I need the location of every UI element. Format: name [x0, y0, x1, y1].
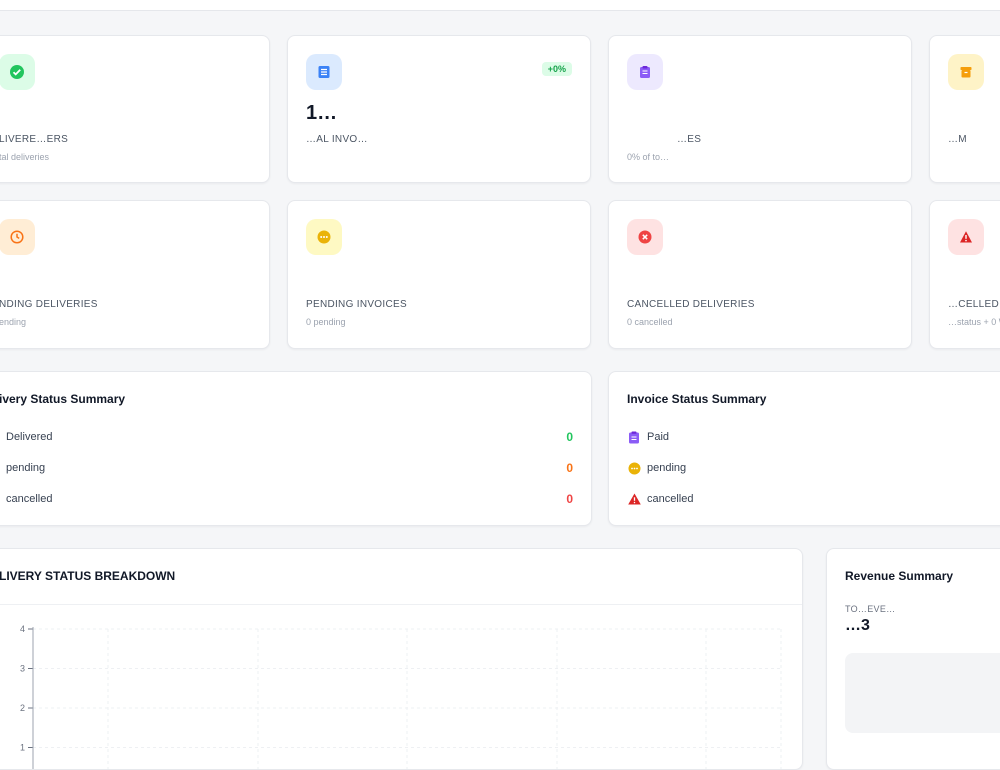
icon-wrap — [306, 219, 342, 255]
stat-sub: tal deliveries — [0, 152, 50, 162]
summary-row-cancelled: cancelled — [627, 489, 1000, 509]
icon-wrap — [948, 54, 984, 90]
stat-value: 1… — [306, 102, 338, 124]
clipboard-icon — [627, 430, 641, 444]
divider — [0, 604, 802, 605]
row-count: 0 — [566, 430, 573, 444]
check-icon — [10, 65, 24, 79]
row-count: 0 — [566, 492, 573, 506]
stat-card-pending-invoices[interactable]: PENDING INVOICES 0 pending — [287, 200, 591, 349]
y-tick-label: 3 — [20, 664, 25, 674]
row-count: 0 — [566, 461, 573, 475]
summary-row-pending: pending — [627, 458, 1000, 478]
stat-sub: 0 cancelled — [627, 317, 673, 327]
y-tick-label: 4 — [20, 624, 25, 634]
chart-grid — [32, 628, 782, 769]
stat-card-delivered[interactable]: LIVERE…ERS tal deliveries — [0, 35, 270, 183]
revenue-detail-panel — [845, 653, 1000, 733]
delivery-status-summary: ivery Status Summary Delivered 0 pending… — [0, 371, 592, 526]
revenue-title: Revenue Summary — [845, 569, 954, 583]
total-revenue-value: …3 — [845, 617, 870, 634]
stat-card-cancelled-deliveries[interactable]: CANCELLED DELIVERIES 0 cancelled — [608, 200, 912, 349]
x-circle-icon — [638, 230, 652, 244]
delivery-status-breakdown-card: LIVERY STATUS BREAKDOWN 4 3 2 1 — [0, 548, 803, 770]
row-label: pending — [6, 462, 46, 474]
dots-icon — [627, 461, 641, 475]
stat-label: …AL INVO… — [306, 134, 368, 145]
growth-badge: +0% — [541, 62, 572, 76]
icon-wrap — [306, 54, 342, 90]
icon-wrap — [0, 219, 35, 255]
icon-wrap — [627, 54, 663, 90]
y-tick-label: 1 — [20, 743, 25, 753]
stat-card-invoices[interactable]: +0% 1… …AL INVO… — [287, 35, 591, 183]
chart-y-ticks: 4 3 2 1 — [20, 624, 34, 769]
summary-row-paid: Paid — [627, 427, 1000, 447]
stat-sub: ending — [0, 317, 27, 327]
stat-label: …M — [948, 134, 967, 145]
row-label: cancelled — [6, 493, 53, 505]
stat-sub: 0% of to… — [627, 152, 670, 162]
archive-icon — [960, 67, 972, 78]
stat-sub: 0 pending — [306, 317, 346, 327]
invoice-status-summary: Invoice Status Summary Paid pending canc… — [608, 371, 1000, 526]
summary-title: Invoice Status Summary — [627, 392, 767, 406]
stat-label: …ES — [677, 134, 702, 145]
stat-card-cancelled-invoices[interactable]: …CELLED …status + 0 W — [929, 200, 1000, 349]
revenue-summary-card: Revenue Summary TO…EVE… …3 — [826, 548, 1000, 770]
warning-icon — [627, 492, 641, 506]
clock-icon — [10, 230, 24, 244]
stat-label: PENDING INVOICES — [306, 299, 407, 310]
stat-label: LIVERE…ERS — [0, 134, 69, 145]
stat-card-paid[interactable]: …ES 0% of to… — [608, 35, 912, 183]
icon-wrap — [948, 219, 984, 255]
warning-icon — [960, 231, 972, 243]
summary-row-delivered: Delivered 0 — [0, 427, 573, 447]
icon-wrap — [0, 54, 35, 90]
summary-row-pending: pending 0 — [0, 458, 573, 478]
stat-card-archive[interactable]: …M — [929, 35, 1000, 183]
stat-sub: …status + 0 W — [948, 317, 1000, 327]
icon-wrap — [627, 219, 663, 255]
summary-row-cancelled: cancelled 0 — [0, 489, 573, 509]
row-label: pending — [647, 462, 687, 474]
dots-icon — [317, 230, 331, 244]
chart-title: LIVERY STATUS BREAKDOWN — [0, 569, 176, 583]
row-label: Paid — [647, 431, 670, 443]
stat-label: …CELLED — [948, 299, 1000, 310]
invoice-icon — [318, 66, 330, 78]
stat-card-pending-deliveries[interactable]: NDING DELIVERIES ending — [0, 200, 270, 349]
stat-label: NDING DELIVERIES — [0, 299, 98, 310]
row-label: Delivered — [6, 431, 53, 443]
total-revenue-label: TO…EVE… — [845, 604, 896, 614]
breakdown-chart: 4 3 2 1 — [20, 624, 782, 769]
row-label: cancelled — [647, 493, 694, 505]
clipboard-icon — [640, 66, 650, 78]
summary-title: ivery Status Summary — [0, 392, 126, 406]
y-tick-label: 2 — [20, 703, 25, 713]
stat-label: CANCELLED DELIVERIES — [627, 299, 755, 310]
top-bar — [0, 0, 1000, 11]
